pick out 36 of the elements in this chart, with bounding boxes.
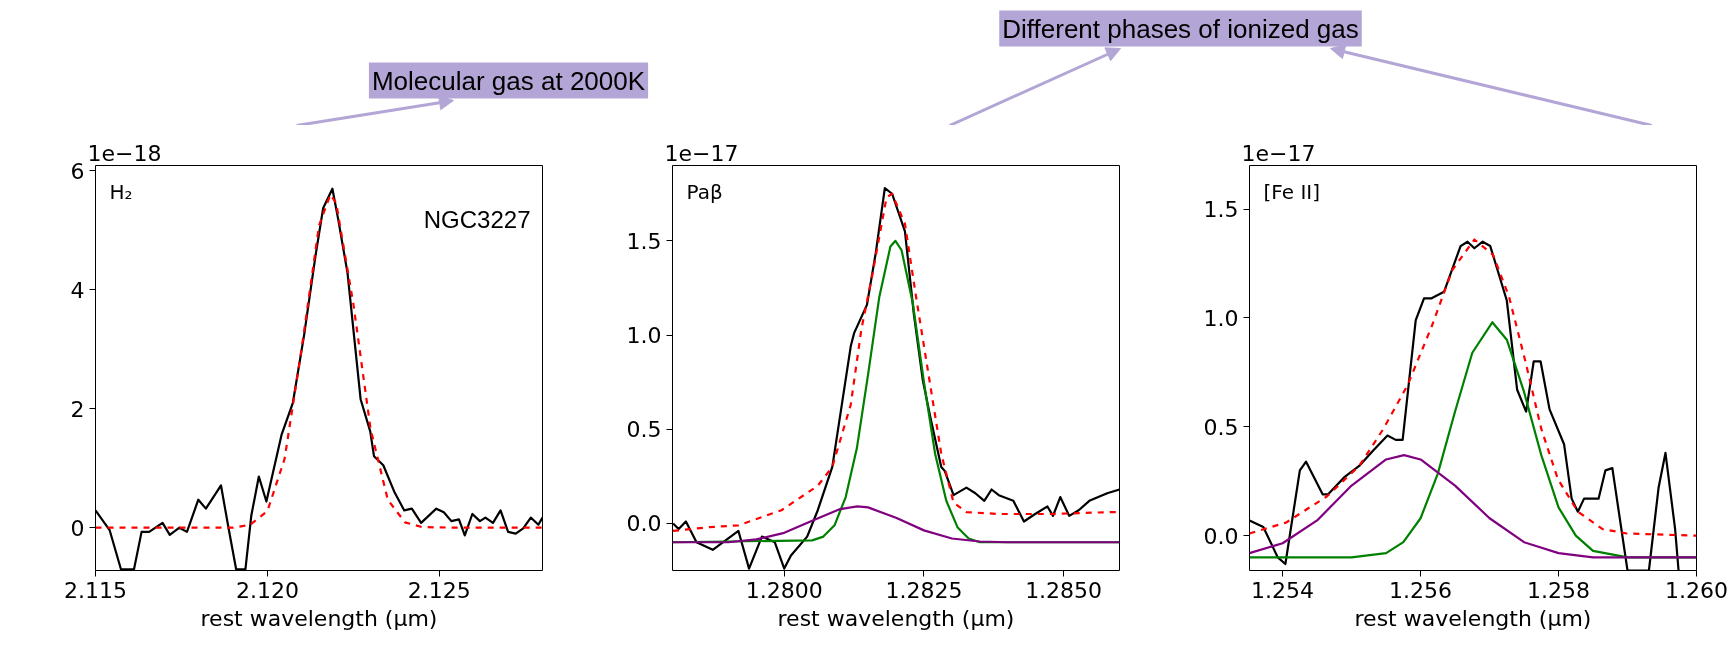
x-axis-title: rest wavelength (μm) xyxy=(777,605,1015,631)
text: Different phases of ionized gas xyxy=(1002,13,1359,44)
annotation: H₂ xyxy=(109,179,133,204)
annotation: 1e−17 xyxy=(664,140,739,166)
x-tick-label: 2.125 xyxy=(407,577,471,603)
y-tick-label: 1.0 xyxy=(1203,305,1239,331)
annotation: NGC3227 xyxy=(423,205,531,233)
x-tick-label: 2.115 xyxy=(64,577,127,603)
y-tick-label: 0.0 xyxy=(1203,523,1239,549)
y-tick-label: 1.5 xyxy=(626,228,662,254)
y-tick-label: 4 xyxy=(70,277,85,303)
x-tick-label: 1.260 xyxy=(1665,577,1728,603)
x-tick-label: 2.120 xyxy=(235,577,299,603)
x-tick-label: 1.2850 xyxy=(1025,577,1103,603)
y-tick-label: 2 xyxy=(70,396,85,422)
x-tick-label: 1.2825 xyxy=(885,577,963,603)
x-tick-label: 1.2800 xyxy=(745,577,823,603)
annotation: 1e−18 xyxy=(87,140,162,166)
x-axis-title: rest wavelength (μm) xyxy=(1354,605,1592,631)
y-tick-label: 1.5 xyxy=(1203,197,1239,223)
x-axis-title: rest wavelength (μm) xyxy=(200,605,438,631)
y-tick-label: 6 xyxy=(70,158,85,184)
annotation: Paβ xyxy=(686,179,723,204)
text: 1e−17 xyxy=(1241,140,1316,166)
y-tick-label: 0.5 xyxy=(1203,414,1239,440)
x-tick-label: 1.256 xyxy=(1389,577,1453,603)
y-tick-label: 1.0 xyxy=(626,323,662,349)
y-tick-label: 0 xyxy=(70,515,85,541)
line-series xyxy=(672,505,1120,544)
y-tick-label: 0.5 xyxy=(626,417,662,443)
y-tick-label: 0.0 xyxy=(626,511,662,537)
annotation: [Fe II] xyxy=(1263,179,1320,204)
x-tick-label: 1.254 xyxy=(1251,577,1315,603)
chart-title: Molecular gas at 2000K xyxy=(371,65,646,96)
x-tick-label: 1.258 xyxy=(1527,577,1591,603)
line-series xyxy=(1249,454,1697,559)
